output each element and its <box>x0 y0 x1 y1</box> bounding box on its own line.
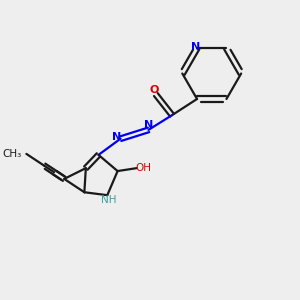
Text: N: N <box>112 132 121 142</box>
Text: N: N <box>191 42 200 52</box>
Text: CH₃: CH₃ <box>3 149 22 159</box>
Text: O: O <box>150 85 159 95</box>
Text: N: N <box>144 121 153 130</box>
Text: OH: OH <box>135 163 151 172</box>
Text: NH: NH <box>101 196 116 206</box>
